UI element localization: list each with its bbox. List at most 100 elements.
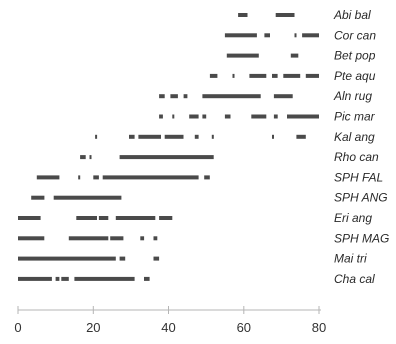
presence-segment bbox=[238, 13, 248, 17]
series-row bbox=[80, 155, 214, 160]
x-axis-ticks: 0 20 40 60 80 bbox=[14, 306, 326, 335]
presence-segment bbox=[110, 236, 124, 241]
presence-segment bbox=[76, 216, 97, 220]
presence-segment bbox=[272, 134, 274, 139]
presence-segment bbox=[159, 114, 163, 119]
presence-segment bbox=[18, 276, 52, 281]
series-label: Aln rug bbox=[333, 89, 372, 103]
presence-segment bbox=[204, 175, 210, 180]
presence-segment bbox=[224, 114, 231, 119]
presence-segment bbox=[18, 256, 116, 261]
presence-segment bbox=[305, 73, 319, 78]
presence-segment bbox=[189, 114, 199, 119]
presence-segment bbox=[31, 195, 45, 200]
series-label: Pic mar bbox=[334, 110, 376, 124]
presence-segment bbox=[302, 33, 319, 38]
series-row bbox=[226, 53, 299, 58]
presence-segment bbox=[153, 256, 160, 261]
x-tick-label: 40 bbox=[161, 320, 175, 335]
presence-segment bbox=[53, 195, 122, 200]
presence-segment bbox=[74, 276, 135, 281]
presence-segment bbox=[78, 175, 81, 180]
presence-segment bbox=[294, 33, 297, 38]
series-row bbox=[238, 13, 295, 17]
series-label: SPH MAG bbox=[334, 231, 389, 245]
chart-marks bbox=[18, 13, 319, 281]
presence-segment bbox=[98, 216, 109, 220]
x-tick-label: 0 bbox=[14, 320, 21, 335]
presence-segment bbox=[224, 33, 257, 38]
presence-segment bbox=[102, 175, 199, 180]
presence-segment bbox=[251, 114, 267, 119]
presence-segment bbox=[89, 155, 92, 160]
presence-segment bbox=[172, 114, 175, 119]
presence-segment bbox=[226, 53, 259, 58]
presence-segment bbox=[273, 94, 293, 99]
presence-segment bbox=[202, 94, 261, 99]
presence-segment bbox=[129, 134, 135, 139]
series-row bbox=[36, 175, 210, 180]
series-row bbox=[18, 276, 150, 281]
presence-segment bbox=[170, 94, 178, 99]
presence-segment bbox=[275, 13, 295, 17]
presence-segment bbox=[290, 53, 299, 58]
presence-segment bbox=[159, 216, 173, 220]
presence-segment bbox=[249, 73, 267, 78]
series-label: Cor can bbox=[334, 28, 376, 42]
presence-segment bbox=[283, 73, 301, 78]
presence-segment bbox=[159, 94, 165, 99]
presence-segment bbox=[61, 276, 69, 281]
x-tick-label: 80 bbox=[312, 320, 326, 335]
presence-segment bbox=[194, 134, 199, 139]
presence-segment bbox=[140, 236, 145, 241]
series-label: Abi bal bbox=[333, 8, 371, 22]
presence-segment bbox=[273, 114, 278, 119]
presence-segment bbox=[232, 73, 235, 78]
x-tick-label: 60 bbox=[237, 320, 251, 335]
presence-segment bbox=[264, 33, 270, 38]
series-row bbox=[18, 256, 160, 261]
presence-segment bbox=[68, 236, 109, 241]
series-row bbox=[95, 134, 306, 139]
presence-segment bbox=[95, 134, 98, 139]
series-row bbox=[209, 73, 319, 78]
presence-segment bbox=[272, 73, 278, 78]
presence-segment bbox=[119, 256, 126, 261]
series-label: Bet pop bbox=[334, 49, 376, 63]
presence-segment bbox=[296, 134, 306, 139]
presence-segment bbox=[55, 276, 60, 281]
series-label: Eri ang bbox=[334, 211, 372, 225]
series-row bbox=[31, 195, 122, 200]
presence-segment bbox=[80, 155, 86, 160]
presence-segment bbox=[18, 216, 41, 220]
presence-segment bbox=[138, 134, 161, 139]
presence-segment bbox=[119, 155, 214, 160]
series-label: Rho can bbox=[334, 150, 379, 164]
series-row bbox=[18, 216, 173, 220]
presence-segment bbox=[36, 175, 60, 180]
presence-segment bbox=[115, 216, 156, 220]
series-label: Mai tri bbox=[334, 252, 367, 266]
presence-segment bbox=[209, 73, 218, 78]
row-labels: Abi bal Cor can Bet pop Pte aqu Aln rug Pic m… bbox=[333, 8, 389, 286]
presence-segment bbox=[211, 134, 214, 139]
presence-segment bbox=[18, 236, 45, 241]
presence-segment bbox=[164, 134, 184, 139]
presence-segment bbox=[144, 276, 150, 281]
series-label: SPH ANG bbox=[334, 191, 388, 205]
series-label: Kal ang bbox=[334, 130, 375, 144]
presence-segment bbox=[183, 94, 188, 99]
presence-segment bbox=[93, 175, 99, 180]
series-row bbox=[18, 236, 158, 241]
presence-segment bbox=[153, 236, 158, 241]
series-label: SPH FAL bbox=[334, 170, 383, 184]
series-row bbox=[159, 114, 319, 119]
series-label: Cha cal bbox=[334, 272, 375, 286]
x-tick-label: 20 bbox=[86, 320, 100, 335]
presence-segment bbox=[202, 114, 207, 119]
series-row bbox=[224, 33, 319, 38]
series-row bbox=[159, 94, 293, 99]
presence-segment bbox=[287, 114, 319, 119]
series-label: Pte aqu bbox=[334, 69, 376, 83]
